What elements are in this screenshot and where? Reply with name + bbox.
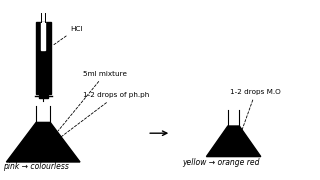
Text: 5ml mixture: 5ml mixture: [58, 71, 127, 131]
Bar: [39, 95, 48, 98]
Text: yellow → orange red: yellow → orange red: [182, 158, 260, 167]
Bar: [41, 22, 45, 50]
Polygon shape: [206, 126, 261, 157]
Polygon shape: [6, 122, 80, 162]
Text: pink → colourless: pink → colourless: [3, 162, 69, 171]
Text: 1-2 drops of ph.ph: 1-2 drops of ph.ph: [54, 92, 149, 142]
Bar: [36, 22, 51, 94]
Text: HCl: HCl: [53, 26, 83, 45]
Text: 1-2 drops M.O: 1-2 drops M.O: [230, 89, 281, 136]
